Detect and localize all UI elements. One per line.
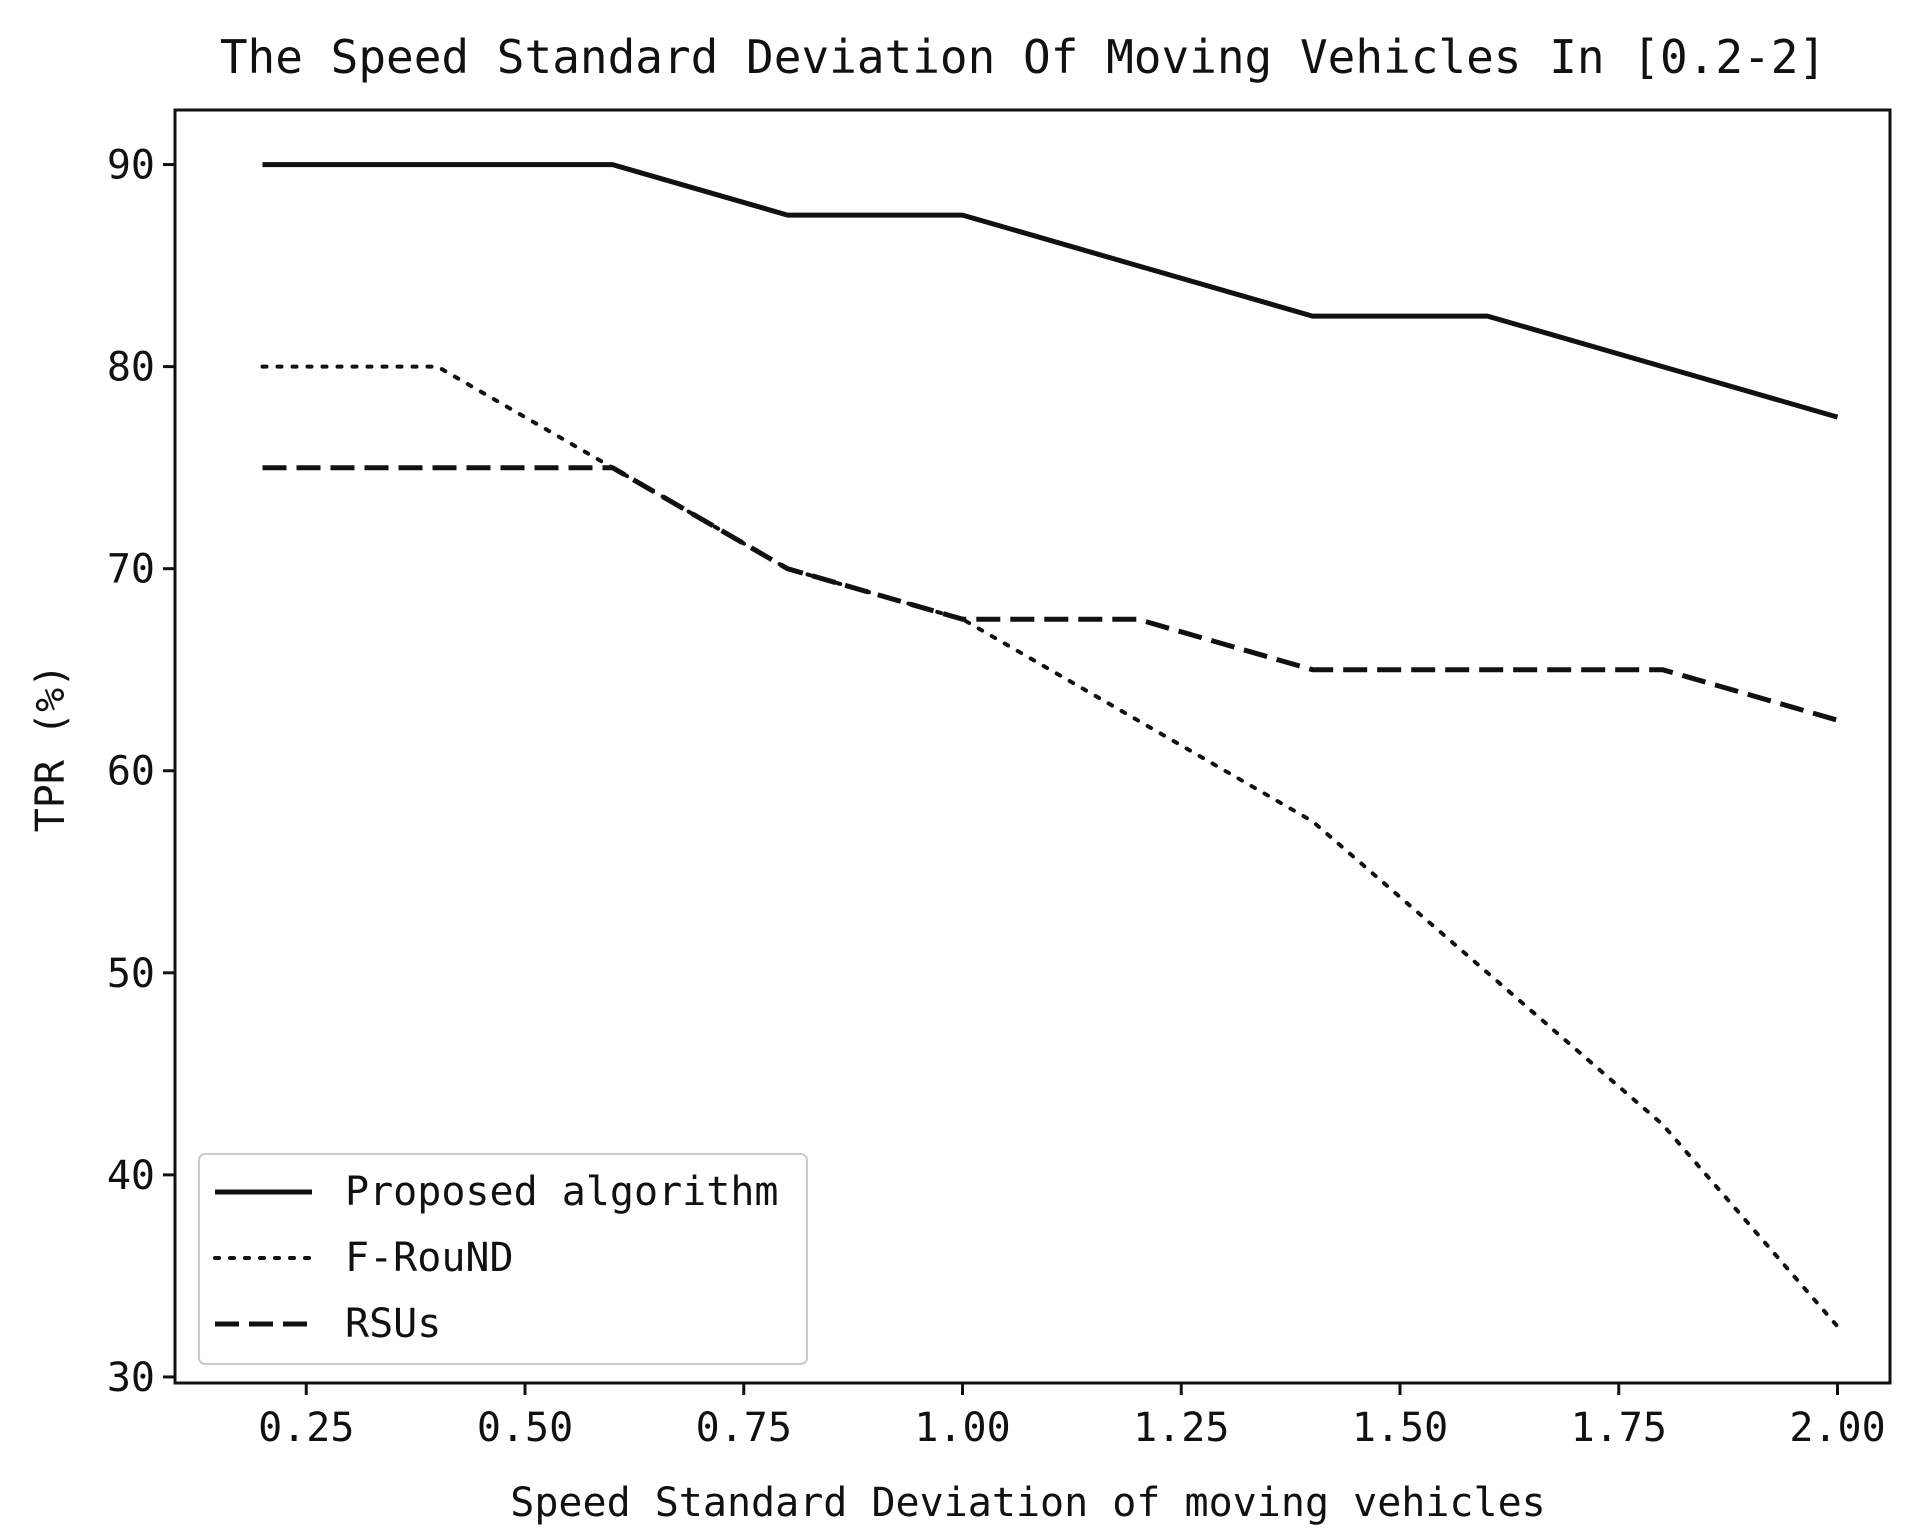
legend: Proposed algorithm F-RouND RSUs <box>198 1153 808 1365</box>
legend-label-f-round: F-RouND <box>345 1235 514 1281</box>
x-tick-label: 0.50 <box>477 1405 573 1451</box>
y-tick-label: 80 <box>107 345 155 391</box>
legend-label-rsus: RSUs <box>345 1301 441 1347</box>
y-tick-label: 40 <box>107 1153 155 1199</box>
y-tick-label: 70 <box>107 547 155 593</box>
x-tick-label: 1.50 <box>1352 1405 1448 1451</box>
y-tick-label: 60 <box>107 749 155 795</box>
legend-box <box>198 1153 808 1365</box>
legend-label-proposed-algorithm: Proposed algorithm <box>345 1169 778 1215</box>
x-tick-label: 1.25 <box>1133 1405 1229 1451</box>
y-axis-ticks: 30 40 50 60 70 80 90 <box>107 143 175 1401</box>
y-tick-label: 50 <box>107 951 155 997</box>
series-line-proposed-algorithm <box>262 162 1839 420</box>
x-tick-label: 1.00 <box>914 1405 1010 1451</box>
x-axis-label: Speed Standard Deviation of moving vehic… <box>510 1480 1546 1526</box>
series-line-rsus <box>262 465 1839 723</box>
x-tick-label: 0.75 <box>696 1405 792 1451</box>
x-tick-label: 0.25 <box>258 1405 354 1451</box>
y-axis-label: TPR (%) <box>28 664 74 833</box>
chart-title: The Speed Standard Deviation Of Moving V… <box>220 30 1826 84</box>
x-axis-ticks: 0.25 0.50 0.75 1.00 1.25 1.50 1.75 2.00 <box>258 1383 1886 1451</box>
series-layer <box>260 162 1840 1329</box>
x-tick-label: 2.00 <box>1789 1405 1885 1451</box>
y-tick-label: 90 <box>107 143 155 189</box>
y-tick-label: 30 <box>107 1355 155 1401</box>
x-tick-label: 1.75 <box>1571 1405 1667 1451</box>
